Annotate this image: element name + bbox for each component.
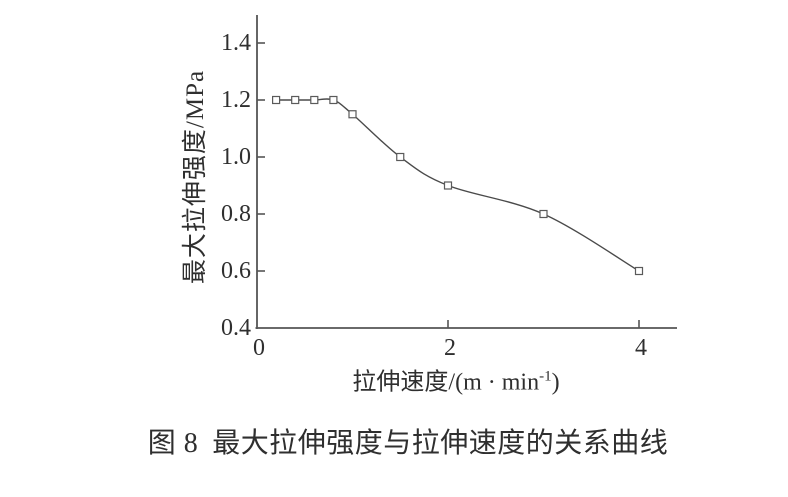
x-tick-label: 0 bbox=[253, 335, 265, 361]
x-axis-label-main: 拉伸速度/(m · min bbox=[352, 369, 540, 396]
x-axis-label-superscript: -1 bbox=[539, 368, 552, 385]
y-tick-label: 1.0 bbox=[221, 144, 251, 170]
figure-caption: 图 8 最大拉伸强度与拉伸速度的关系曲线 bbox=[148, 421, 669, 461]
y-tick-label: 0.8 bbox=[221, 201, 251, 227]
data-curve bbox=[276, 98, 640, 272]
data-point-marker bbox=[396, 152, 405, 162]
x-axis-label: 拉伸速度/(m · min-1) bbox=[352, 362, 559, 397]
data-point-marker bbox=[291, 95, 300, 105]
data-point-marker bbox=[348, 110, 357, 119]
data-point-marker bbox=[539, 209, 548, 219]
y-tick-label: 1.4 bbox=[221, 30, 251, 56]
figure-caption-text: 最大拉伸强度与拉伸速度的关系曲线 bbox=[212, 428, 669, 459]
x-tick-label: 2 bbox=[444, 335, 456, 361]
y-tick-label: 0.4 bbox=[221, 315, 251, 341]
data-point-marker bbox=[272, 95, 281, 105]
x-tick-label: 4 bbox=[635, 335, 647, 361]
figure-caption-number: 图 8 bbox=[147, 428, 199, 459]
data-point-marker bbox=[329, 95, 338, 105]
data-point-marker bbox=[634, 266, 644, 276]
y-tick-label: 0.6 bbox=[221, 258, 251, 284]
data-point-marker bbox=[443, 181, 453, 190]
y-axis-label: 最大拉伸强度/MPa bbox=[182, 69, 209, 285]
y-tick-label: 1.2 bbox=[221, 87, 251, 113]
x-axis-label-suffix: ) bbox=[551, 369, 560, 396]
data-point-marker bbox=[310, 95, 319, 105]
